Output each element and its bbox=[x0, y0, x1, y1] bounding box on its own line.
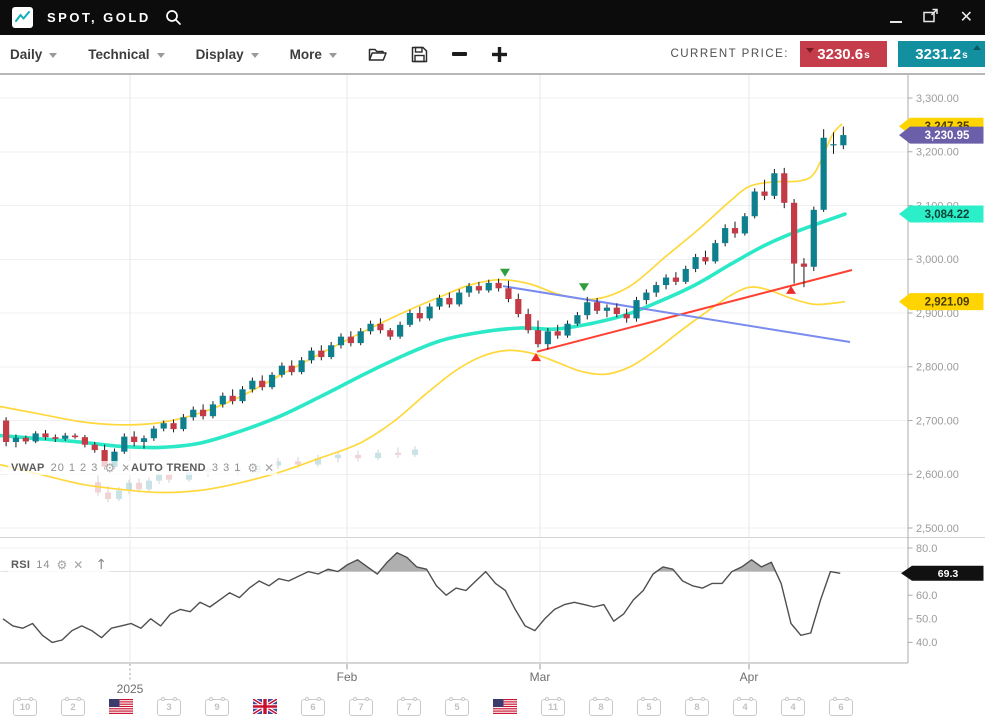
open-folder-icon[interactable] bbox=[368, 46, 387, 62]
rsi-axis-label: 40.0 bbox=[916, 637, 937, 649]
rsi-overbought-fill bbox=[3, 552, 841, 572]
sell-signal-icon bbox=[500, 268, 510, 277]
close-icon[interactable]: ✕ bbox=[264, 461, 275, 475]
rsi-axis-label: 80.0 bbox=[916, 543, 937, 555]
menu-daily[interactable]: Daily bbox=[10, 47, 58, 62]
overlays bbox=[0, 123, 853, 494]
chart-area: 3,300.003,200.003,100.003,000.002,900.00… bbox=[0, 75, 985, 720]
auto-trend-indicator-label: AUTO TREND 3 3 1 ⚙ ✕ bbox=[128, 461, 278, 475]
gear-icon[interactable]: ⚙ bbox=[247, 461, 259, 475]
x-axis-year-label: 2025 bbox=[116, 682, 144, 696]
event-calendar-icon[interactable]: 7 bbox=[397, 696, 421, 716]
buy-signal-icon bbox=[531, 353, 541, 362]
price-axis-label: 3,300.00 bbox=[916, 93, 959, 105]
event-calendar-icon[interactable]: 4 bbox=[781, 696, 805, 716]
close-button[interactable]: ✕ bbox=[959, 8, 973, 26]
event-flag-us-icon[interactable] bbox=[108, 698, 134, 716]
current-price-label: CURRENT PRICE: bbox=[670, 48, 789, 60]
event-calendar-icon[interactable]: 5 bbox=[637, 696, 661, 716]
price-tag: 3,084.22 bbox=[899, 205, 984, 223]
event-calendar-icon[interactable]: 7 bbox=[349, 696, 373, 716]
x-axis-month-label: Mar bbox=[529, 670, 551, 684]
event-flag-uk-icon[interactable] bbox=[252, 697, 278, 716]
bid-price-badge[interactable]: 3230.6 s bbox=[800, 41, 887, 67]
svg-text:3,230.95: 3,230.95 bbox=[925, 130, 970, 142]
svg-text:3,084.22: 3,084.22 bbox=[925, 209, 970, 221]
gear-icon[interactable]: ⚙ bbox=[104, 461, 116, 475]
event-calendar-icon[interactable]: 4 bbox=[733, 696, 757, 716]
event-flag-us-icon[interactable] bbox=[492, 698, 518, 716]
event-calendar-icon[interactable]: 11 bbox=[541, 696, 565, 716]
gear-icon[interactable]: ⚙ bbox=[56, 558, 68, 572]
event-calendar-icon[interactable]: 6 bbox=[829, 696, 853, 716]
rsi-pane bbox=[2, 552, 841, 644]
minimize-button[interactable] bbox=[889, 20, 902, 23]
price-axis-label: 3,200.00 bbox=[916, 147, 959, 159]
window-title: SPOT, GOLD bbox=[47, 10, 151, 25]
x-axis-month-label: Feb bbox=[336, 670, 358, 684]
price-axis-label: 3,000.00 bbox=[916, 254, 959, 266]
event-calendar-icon[interactable]: 5 bbox=[445, 696, 469, 716]
search-icon[interactable] bbox=[165, 9, 182, 26]
event-calendar-icon[interactable]: 3 bbox=[157, 696, 181, 716]
chart-canvas[interactable]: 3,300.003,200.003,100.003,000.002,900.00… bbox=[0, 75, 985, 720]
title-bar: SPOT, GOLD ✕ bbox=[0, 0, 985, 35]
ask-price-badge[interactable]: 3231.2 s bbox=[898, 41, 985, 67]
vwap-line bbox=[0, 212, 847, 450]
gridlines bbox=[0, 75, 908, 663]
axes bbox=[0, 75, 985, 681]
rsi-axis-label: 50.0 bbox=[916, 614, 937, 626]
close-icon[interactable]: ✕ bbox=[73, 558, 84, 572]
menu-more[interactable]: More bbox=[290, 47, 337, 62]
vwap-band-upper-line bbox=[0, 123, 843, 426]
toolbar: Daily Technical Display More CURRENT P bbox=[0, 35, 985, 75]
zoom-in-icon[interactable] bbox=[491, 46, 508, 63]
svg-text:69.3: 69.3 bbox=[938, 568, 959, 580]
price-up-arrow-icon bbox=[973, 45, 981, 50]
event-calendar-icon[interactable]: 9 bbox=[205, 696, 229, 716]
price-down-arrow-icon bbox=[806, 48, 814, 53]
chevron-down-icon bbox=[250, 52, 259, 58]
menu-display[interactable]: Display bbox=[196, 47, 259, 62]
event-calendar-icon[interactable]: 2 bbox=[61, 696, 85, 716]
sell-signal-icon bbox=[579, 283, 589, 292]
buy-signal-icon bbox=[786, 285, 796, 294]
chevron-down-icon bbox=[156, 52, 165, 58]
price-axis-label: 2,700.00 bbox=[916, 415, 959, 427]
menu-technical[interactable]: Technical bbox=[88, 47, 165, 62]
price-tag: 3,230.95 bbox=[899, 126, 984, 144]
svg-text:2,921.09: 2,921.09 bbox=[925, 297, 970, 309]
vwap-indicator-label: VWAP 20 1 2 3 ⚙ ✕ bbox=[8, 461, 135, 475]
rsi-axis-label: 60.0 bbox=[916, 590, 937, 602]
x-axis-month-label: Apr bbox=[739, 670, 759, 684]
chevron-down-icon bbox=[328, 52, 337, 58]
price-axis-label: 2,800.00 bbox=[916, 362, 959, 374]
price-axis: 3,300.003,200.003,100.003,000.002,900.00… bbox=[908, 93, 959, 649]
price-tag: 69.3 bbox=[901, 565, 984, 581]
event-calendar-icon[interactable]: 10 bbox=[13, 696, 37, 716]
event-calendar-icon[interactable]: 8 bbox=[589, 696, 613, 716]
price-axis-label: 2,900.00 bbox=[916, 308, 959, 320]
auto-trend-down-line bbox=[502, 285, 851, 344]
event-calendar-icon[interactable]: 6 bbox=[301, 696, 325, 716]
price-tag: 2,921.09 bbox=[899, 293, 984, 311]
rsi-indicator-label: RSI 14 ⚙ ✕ ↑ bbox=[8, 556, 111, 574]
zoom-out-icon[interactable] bbox=[451, 52, 467, 56]
event-calendar-icon[interactable]: 8 bbox=[685, 696, 709, 716]
save-icon[interactable] bbox=[411, 46, 428, 63]
auto-trend-up-line bbox=[536, 269, 853, 353]
chevron-down-icon bbox=[49, 52, 58, 58]
price-axis-label: 2,500.00 bbox=[916, 523, 959, 535]
trade-signals bbox=[500, 268, 796, 362]
candlestick-series bbox=[3, 126, 847, 470]
popout-window-button[interactable] bbox=[922, 8, 939, 28]
app-logo-icon bbox=[12, 7, 33, 28]
vwap-band-lower-line bbox=[0, 286, 846, 494]
rsi-line bbox=[2, 552, 841, 644]
close-icon[interactable]: ✕ bbox=[121, 461, 132, 475]
price-axis-label: 2,600.00 bbox=[916, 469, 959, 481]
expand-up-arrow-icon[interactable]: ↑ bbox=[95, 557, 108, 573]
